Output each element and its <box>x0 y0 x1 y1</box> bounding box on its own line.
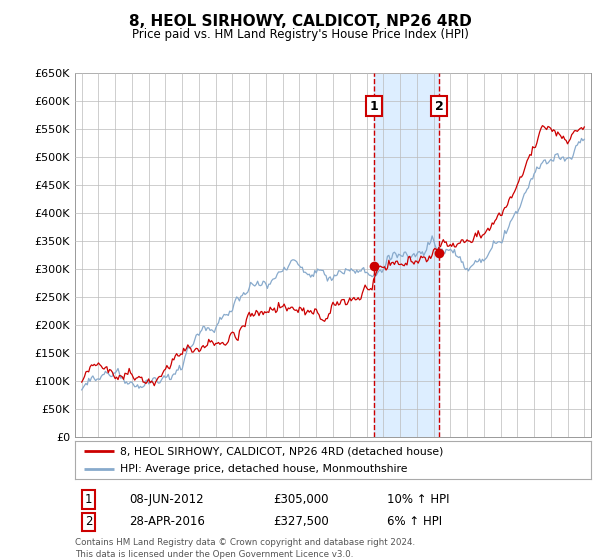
Text: 28-APR-2016: 28-APR-2016 <box>129 515 205 529</box>
Text: 2: 2 <box>85 515 92 529</box>
Text: £305,000: £305,000 <box>273 493 329 506</box>
Text: Price paid vs. HM Land Registry's House Price Index (HPI): Price paid vs. HM Land Registry's House … <box>131 28 469 41</box>
Text: 10% ↑ HPI: 10% ↑ HPI <box>387 493 449 506</box>
Text: 8, HEOL SIRHOWY, CALDICOT, NP26 4RD (detached house): 8, HEOL SIRHOWY, CALDICOT, NP26 4RD (det… <box>121 446 444 456</box>
Text: 08-JUN-2012: 08-JUN-2012 <box>129 493 203 506</box>
Text: £327,500: £327,500 <box>273 515 329 529</box>
Text: Contains HM Land Registry data © Crown copyright and database right 2024.
This d: Contains HM Land Registry data © Crown c… <box>75 538 415 559</box>
Text: 1: 1 <box>85 493 92 506</box>
Text: 8, HEOL SIRHOWY, CALDICOT, NP26 4RD: 8, HEOL SIRHOWY, CALDICOT, NP26 4RD <box>128 14 472 29</box>
Text: 2: 2 <box>434 100 443 113</box>
Text: HPI: Average price, detached house, Monmouthshire: HPI: Average price, detached house, Monm… <box>121 464 408 474</box>
Text: 6% ↑ HPI: 6% ↑ HPI <box>387 515 442 529</box>
Text: 1: 1 <box>370 100 378 113</box>
Bar <box>374 73 439 437</box>
